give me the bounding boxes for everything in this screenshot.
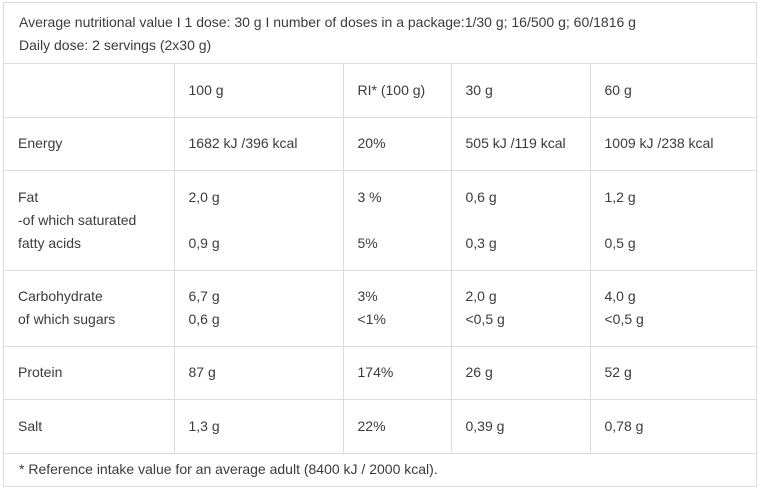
- row-label-line: Salt: [18, 417, 43, 434]
- value-line: 3 %: [357, 188, 382, 205]
- value-line: 26 g: [465, 364, 493, 380]
- serving-info: Average nutritional value I 1 dose: 30 g…: [4, 3, 756, 64]
- value-cell: 0,78 g: [590, 399, 756, 454]
- value-line: 1,3 g: [188, 417, 220, 434]
- value-line: 0,3 g: [465, 234, 497, 251]
- daily-dose-line: Daily dose: 2 servings (2x30 g): [19, 37, 212, 53]
- value-line: [466, 209, 590, 232]
- value-line: 0,5 g: [604, 234, 636, 251]
- row-label-line: Fat: [18, 188, 39, 205]
- value-cell: 1,3 g: [174, 399, 344, 454]
- row-label: Energy: [4, 117, 175, 171]
- value-line: 3%: [357, 288, 378, 304]
- value-line: 87 g: [188, 364, 216, 380]
- value-cell: 2,0 g 0,9 g: [174, 170, 344, 271]
- value-cell: 4,0 g <0,5 g: [590, 270, 756, 347]
- value-line: [358, 209, 451, 232]
- table-row-fat: Fat -of which saturated fatty acids 2,0 …: [4, 170, 757, 271]
- value-cell: 22%: [343, 399, 452, 454]
- value-line: 2,0 g: [188, 188, 220, 205]
- value-cell: 1,2 g 0,5 g: [590, 170, 757, 271]
- value-line: [605, 209, 757, 232]
- row-label-line: fatty acids: [18, 234, 82, 251]
- value-cell: 26 g: [451, 346, 591, 400]
- value-line: 0,6 g: [465, 188, 497, 205]
- value-cell: 0,6 g 0,3 g: [451, 170, 591, 271]
- value-line: 0,78 g: [604, 417, 644, 434]
- value-cell: 1009 kJ /238 kcal: [590, 117, 756, 171]
- table-row-salt: Salt 1,3 g 22% 0,39 g 0,78 g: [4, 399, 756, 454]
- table-header-row: 100 g RI* (100 g) 30 g 60 g: [4, 64, 756, 118]
- value-line: 0,6 g: [188, 311, 220, 327]
- value-line: 0,39 g: [465, 417, 505, 434]
- value-line: 505 kJ /119 kcal: [465, 135, 566, 151]
- value-line: 1,2 g: [604, 188, 636, 205]
- header-cell-empty: [4, 64, 175, 118]
- row-label-line: Protein: [18, 364, 63, 380]
- value-cell: 505 kJ /119 kcal: [451, 117, 591, 171]
- reference-intake-footnote: * Reference intake value for an average …: [4, 453, 756, 486]
- value-cell: 3% <1%: [343, 270, 452, 347]
- value-line: <1%: [357, 311, 386, 327]
- value-cell: 1682 kJ /396 kcal: [174, 117, 344, 171]
- row-label: Carbohydrate of which sugars: [4, 270, 175, 347]
- row-label: Fat -of which saturated fatty acids: [4, 170, 175, 271]
- value-line: <0,5 g: [604, 311, 644, 327]
- value-cell: 20%: [343, 117, 452, 171]
- value-line: 2,0 g: [465, 288, 497, 304]
- row-label: Salt: [4, 399, 175, 454]
- table-row-protein: Protein 87 g 174% 26 g 52 g: [4, 346, 756, 400]
- table-row-carbohydrate: Carbohydrate of which sugars 6,7 g 0,6 g…: [4, 270, 756, 347]
- value-line: 1009 kJ /238 kcal: [604, 135, 714, 151]
- row-label: Protein: [4, 346, 175, 400]
- nutrition-table: 100 g RI* (100 g) 30 g 60 g Energy 1682 …: [4, 64, 756, 454]
- value-cell: 2,0 g <0,5 g: [451, 270, 591, 347]
- value-line: <0,5 g: [465, 311, 505, 327]
- value-cell: 0,39 g: [451, 399, 591, 454]
- header-cell-30g: 30 g: [451, 64, 591, 118]
- value-line: 4,0 g: [604, 288, 636, 304]
- value-line: 5%: [357, 234, 378, 251]
- value-line: 174%: [357, 364, 394, 380]
- header-cell-100g: 100 g: [174, 64, 344, 118]
- row-label-line: Carbohydrate: [18, 288, 103, 304]
- value-cell: 87 g: [174, 346, 344, 400]
- value-cell: 6,7 g 0,6 g: [174, 270, 344, 347]
- value-line: 52 g: [604, 364, 632, 380]
- row-label-line: of which sugars: [18, 311, 116, 327]
- value-line: [189, 209, 343, 232]
- table-row-energy: Energy 1682 kJ /396 kcal 20% 505 kJ /119…: [4, 117, 756, 171]
- value-line: 0,9 g: [188, 234, 220, 251]
- serving-info-line: Average nutritional value I 1 dose: 30 g…: [19, 14, 636, 30]
- value-line: 22%: [357, 417, 386, 434]
- value-line: 20%: [357, 135, 386, 151]
- value-cell: 174%: [343, 346, 452, 400]
- row-label-line: Energy: [18, 135, 63, 151]
- nutrition-table-frame: Average nutritional value I 1 dose: 30 g…: [3, 2, 757, 487]
- row-label-line: -of which saturated: [18, 211, 137, 228]
- header-cell-ri: RI* (100 g): [343, 64, 452, 118]
- value-line: 6,7 g: [188, 288, 220, 304]
- value-cell: 52 g: [590, 346, 756, 400]
- header-cell-60g: 60 g: [590, 64, 756, 118]
- footnote-text: * Reference intake value for an average …: [19, 461, 438, 477]
- value-cell: 3 % 5%: [343, 170, 452, 271]
- value-line: 1682 kJ /396 kcal: [188, 135, 298, 151]
